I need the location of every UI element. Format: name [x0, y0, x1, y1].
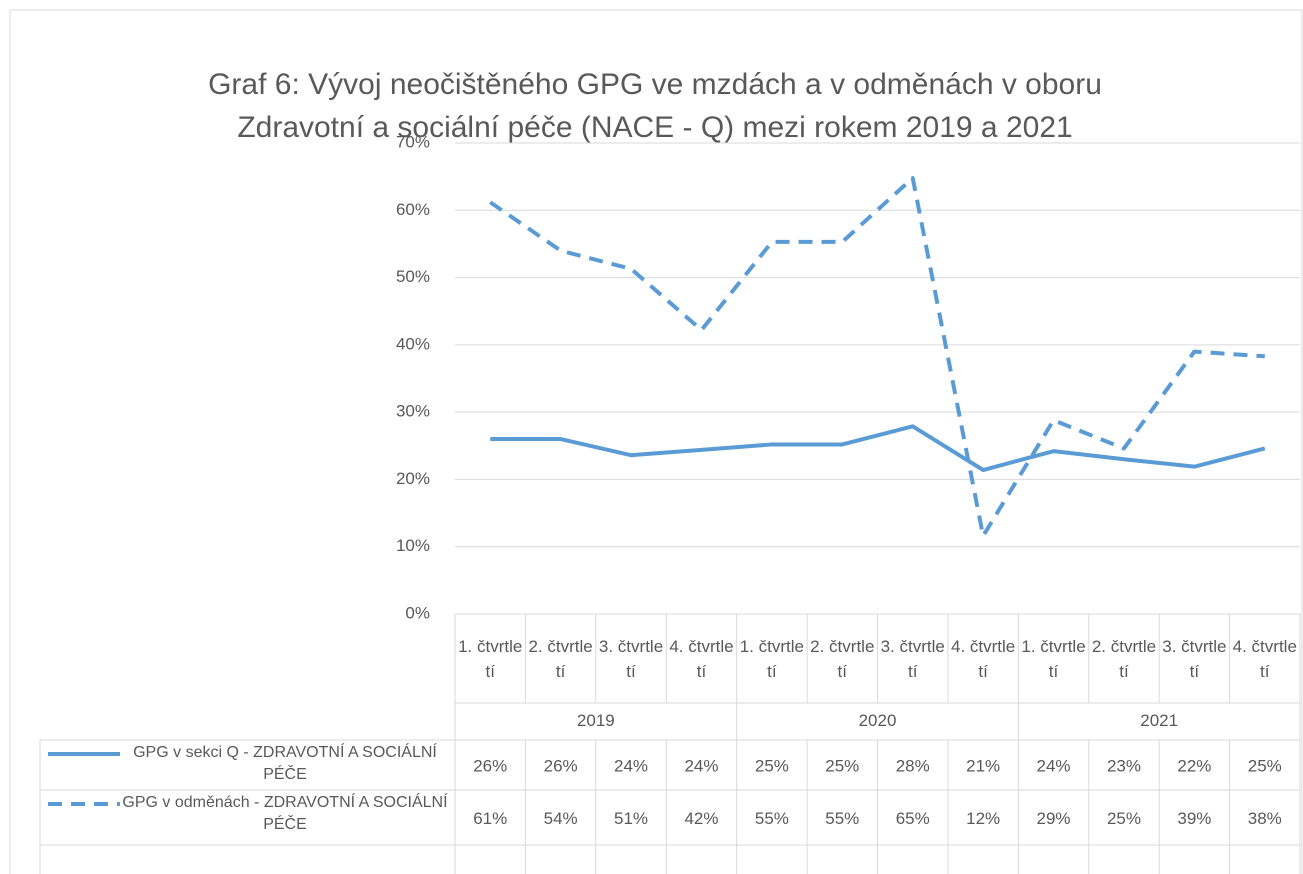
series-line [489, 175, 1265, 538]
x-tick-label-box: 4. čtvrtletí [950, 636, 1016, 681]
value-label: 61% [473, 809, 507, 828]
x-tick-label: 1. čtvrtletí [458, 636, 523, 681]
value-label: 21% [966, 756, 1000, 775]
x-tick-label-box: 1. čtvrtletí [739, 636, 804, 681]
x-tick-label: 1. čtvrtletí [739, 636, 804, 681]
x-tick-label-box: 3. čtvrtletí [880, 636, 945, 681]
y-tick-label: 70% [396, 132, 430, 151]
x-group-label: 2021 [1140, 711, 1178, 730]
x-tick-label-box: 2. čtvrtletí [528, 636, 593, 681]
legend-label-box: GPG v sekci Q - ZDRAVOTNÍ A SOCIÁLNÍ PÉČ… [133, 744, 437, 783]
value-label: 24% [614, 756, 648, 775]
value-label: 38% [1248, 809, 1282, 828]
x-tick-label-box: 2. čtvrtletí [810, 636, 875, 681]
x-tick-label-box: 1. čtvrtletí [1021, 636, 1086, 681]
value-label: 23% [1107, 756, 1141, 775]
x-tick-label-box: 4. čtvrtletí [1232, 636, 1297, 681]
x-tick-label: 2. čtvrtletí [528, 636, 593, 681]
value-label: 25% [755, 756, 789, 775]
y-tick-label: 0% [405, 603, 430, 622]
value-label: 22% [1177, 756, 1211, 775]
x-tick-label: 1. čtvrtletí [1021, 636, 1086, 681]
value-label: 29% [1037, 809, 1071, 828]
value-label: 28% [896, 756, 930, 775]
value-label: 26% [473, 756, 507, 775]
x-tick-label: 4. čtvrtletí [1232, 636, 1297, 681]
value-label: 55% [755, 809, 789, 828]
x-tick-label: 2. čtvrtletí [810, 636, 875, 681]
x-group-label: 2020 [859, 711, 897, 730]
x-group-label: 2019 [577, 711, 615, 730]
y-tick-label: 50% [396, 267, 430, 286]
y-tick-label: 10% [396, 536, 430, 555]
x-tick-label-box: 3. čtvrtletí [598, 636, 664, 681]
chart-frame [9, 9, 1303, 874]
value-label: 24% [684, 756, 718, 775]
legend-label: GPG v odměnách - ZDRAVOTNÍ A SOCIÁLNÍ PÉ… [122, 794, 448, 833]
y-tick-label: 40% [396, 334, 430, 353]
x-tick-label: 3. čtvrtletí [598, 636, 664, 681]
value-label: 51% [614, 809, 648, 828]
x-tick-label-box: 3. čtvrtletí [1162, 636, 1227, 681]
value-label: 25% [825, 756, 859, 775]
value-label: 25% [1248, 756, 1282, 775]
chart-title: Graf 6: Vývoj neočištěného GPG ve mzdách… [208, 68, 1102, 101]
legend-label: GPG v sekci Q - ZDRAVOTNÍ A SOCIÁLNÍ PÉČ… [133, 744, 437, 783]
y-tick-label: 30% [396, 402, 430, 421]
x-tick-label: 2. čtvrtletí [1091, 636, 1157, 681]
x-tick-label: 4. čtvrtletí [950, 636, 1016, 681]
x-tick-label-box: 4. čtvrtletí [669, 636, 734, 681]
value-label: 39% [1177, 809, 1211, 828]
x-tick-label: 4. čtvrtletí [669, 636, 734, 681]
value-label: 25% [1107, 809, 1141, 828]
value-label: 55% [825, 809, 859, 828]
value-label: 65% [896, 809, 930, 828]
series-line [490, 424, 1266, 473]
x-tick-label-box: 1. čtvrtletí [458, 636, 523, 681]
x-tick-label: 3. čtvrtletí [1162, 636, 1227, 681]
value-label: 42% [684, 809, 718, 828]
x-tick-label: 3. čtvrtletí [880, 636, 945, 681]
legend-label-box: GPG v odměnách - ZDRAVOTNÍ A SOCIÁLNÍ PÉ… [122, 794, 448, 833]
y-tick-label: 60% [396, 200, 430, 219]
value-label: 54% [544, 809, 578, 828]
value-label: 24% [1037, 756, 1071, 775]
value-label: 12% [966, 809, 1000, 828]
x-tick-label-box: 2. čtvrtletí [1091, 636, 1157, 681]
value-label: 26% [544, 756, 578, 775]
chart-title: Zdravotní a sociální péče (NACE - Q) mez… [237, 111, 1072, 144]
y-tick-label: 20% [396, 469, 430, 488]
